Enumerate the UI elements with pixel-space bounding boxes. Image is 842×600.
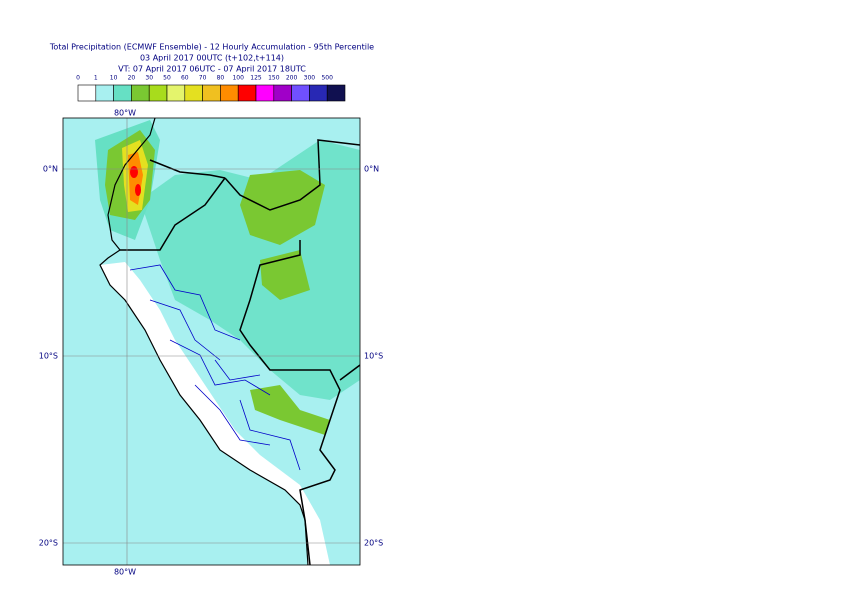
legend-label: 10	[110, 75, 118, 82]
field-blob	[135, 184, 141, 196]
legend-label: 20	[128, 75, 136, 82]
field-blob	[250, 385, 330, 435]
lat-label: 0°N	[43, 165, 58, 174]
legend-swatch	[77, 84, 97, 102]
legend-swatch	[202, 84, 221, 102]
coastline	[99, 118, 309, 565]
legend-swatch	[220, 84, 239, 102]
legend-label: 0	[76, 75, 80, 82]
legend-label: 1	[94, 75, 98, 82]
legend-swatch	[291, 84, 310, 102]
legend-swatch	[273, 84, 292, 102]
field-blob	[240, 170, 325, 245]
country-border	[120, 139, 360, 565]
legend-label: 70	[199, 75, 207, 82]
legend-label: 80	[217, 75, 225, 82]
region-border	[129, 264, 301, 471]
lon-label: 80°W	[114, 568, 136, 577]
legend-swatch	[237, 84, 257, 102]
legend-swatch	[166, 84, 186, 102]
title-line: VT: 07 April 2017 06UTC - 07 April 2017 …	[118, 65, 306, 74]
legend-swatch	[131, 84, 150, 102]
legend-label: 100	[232, 75, 244, 82]
legend-swatch	[95, 84, 114, 102]
lat-label: 0°N	[364, 165, 379, 174]
map	[63, 118, 360, 565]
lat-label: 10°S	[39, 352, 58, 361]
legend-label: 50	[163, 75, 171, 82]
legend-label: 60	[181, 75, 189, 82]
map-frame	[62, 117, 361, 566]
legend-label: 200	[286, 75, 298, 82]
legend-swatch	[309, 84, 328, 102]
title-line: 03 April 2017 00UTC (t+102,t+114)	[140, 54, 284, 63]
lat-label: 20°S	[364, 539, 383, 548]
legend-swatch	[148, 84, 168, 102]
legend-swatch	[255, 84, 275, 102]
legend-label: 150	[268, 75, 280, 82]
legend: 0 1 10 20 30 50 60 70 80 100 125 150 200 300 500	[76, 75, 346, 102]
legend-label: 30	[145, 75, 153, 82]
title-line: Total Precipitation (ECMWF Ensemble) - 1…	[49, 43, 374, 52]
legend-label: 500	[321, 75, 333, 82]
lat-label: 20°S	[39, 539, 58, 548]
legend-label: 300	[304, 75, 316, 82]
dry-coast	[100, 262, 330, 565]
field-blob	[130, 166, 138, 178]
legend-label: 125	[250, 75, 262, 82]
lat-label: 10°S	[364, 352, 383, 361]
lon-label: 80°W	[114, 109, 136, 118]
legend-swatch	[113, 84, 132, 102]
legend-swatch	[184, 84, 203, 102]
legend-swatch	[326, 84, 346, 102]
